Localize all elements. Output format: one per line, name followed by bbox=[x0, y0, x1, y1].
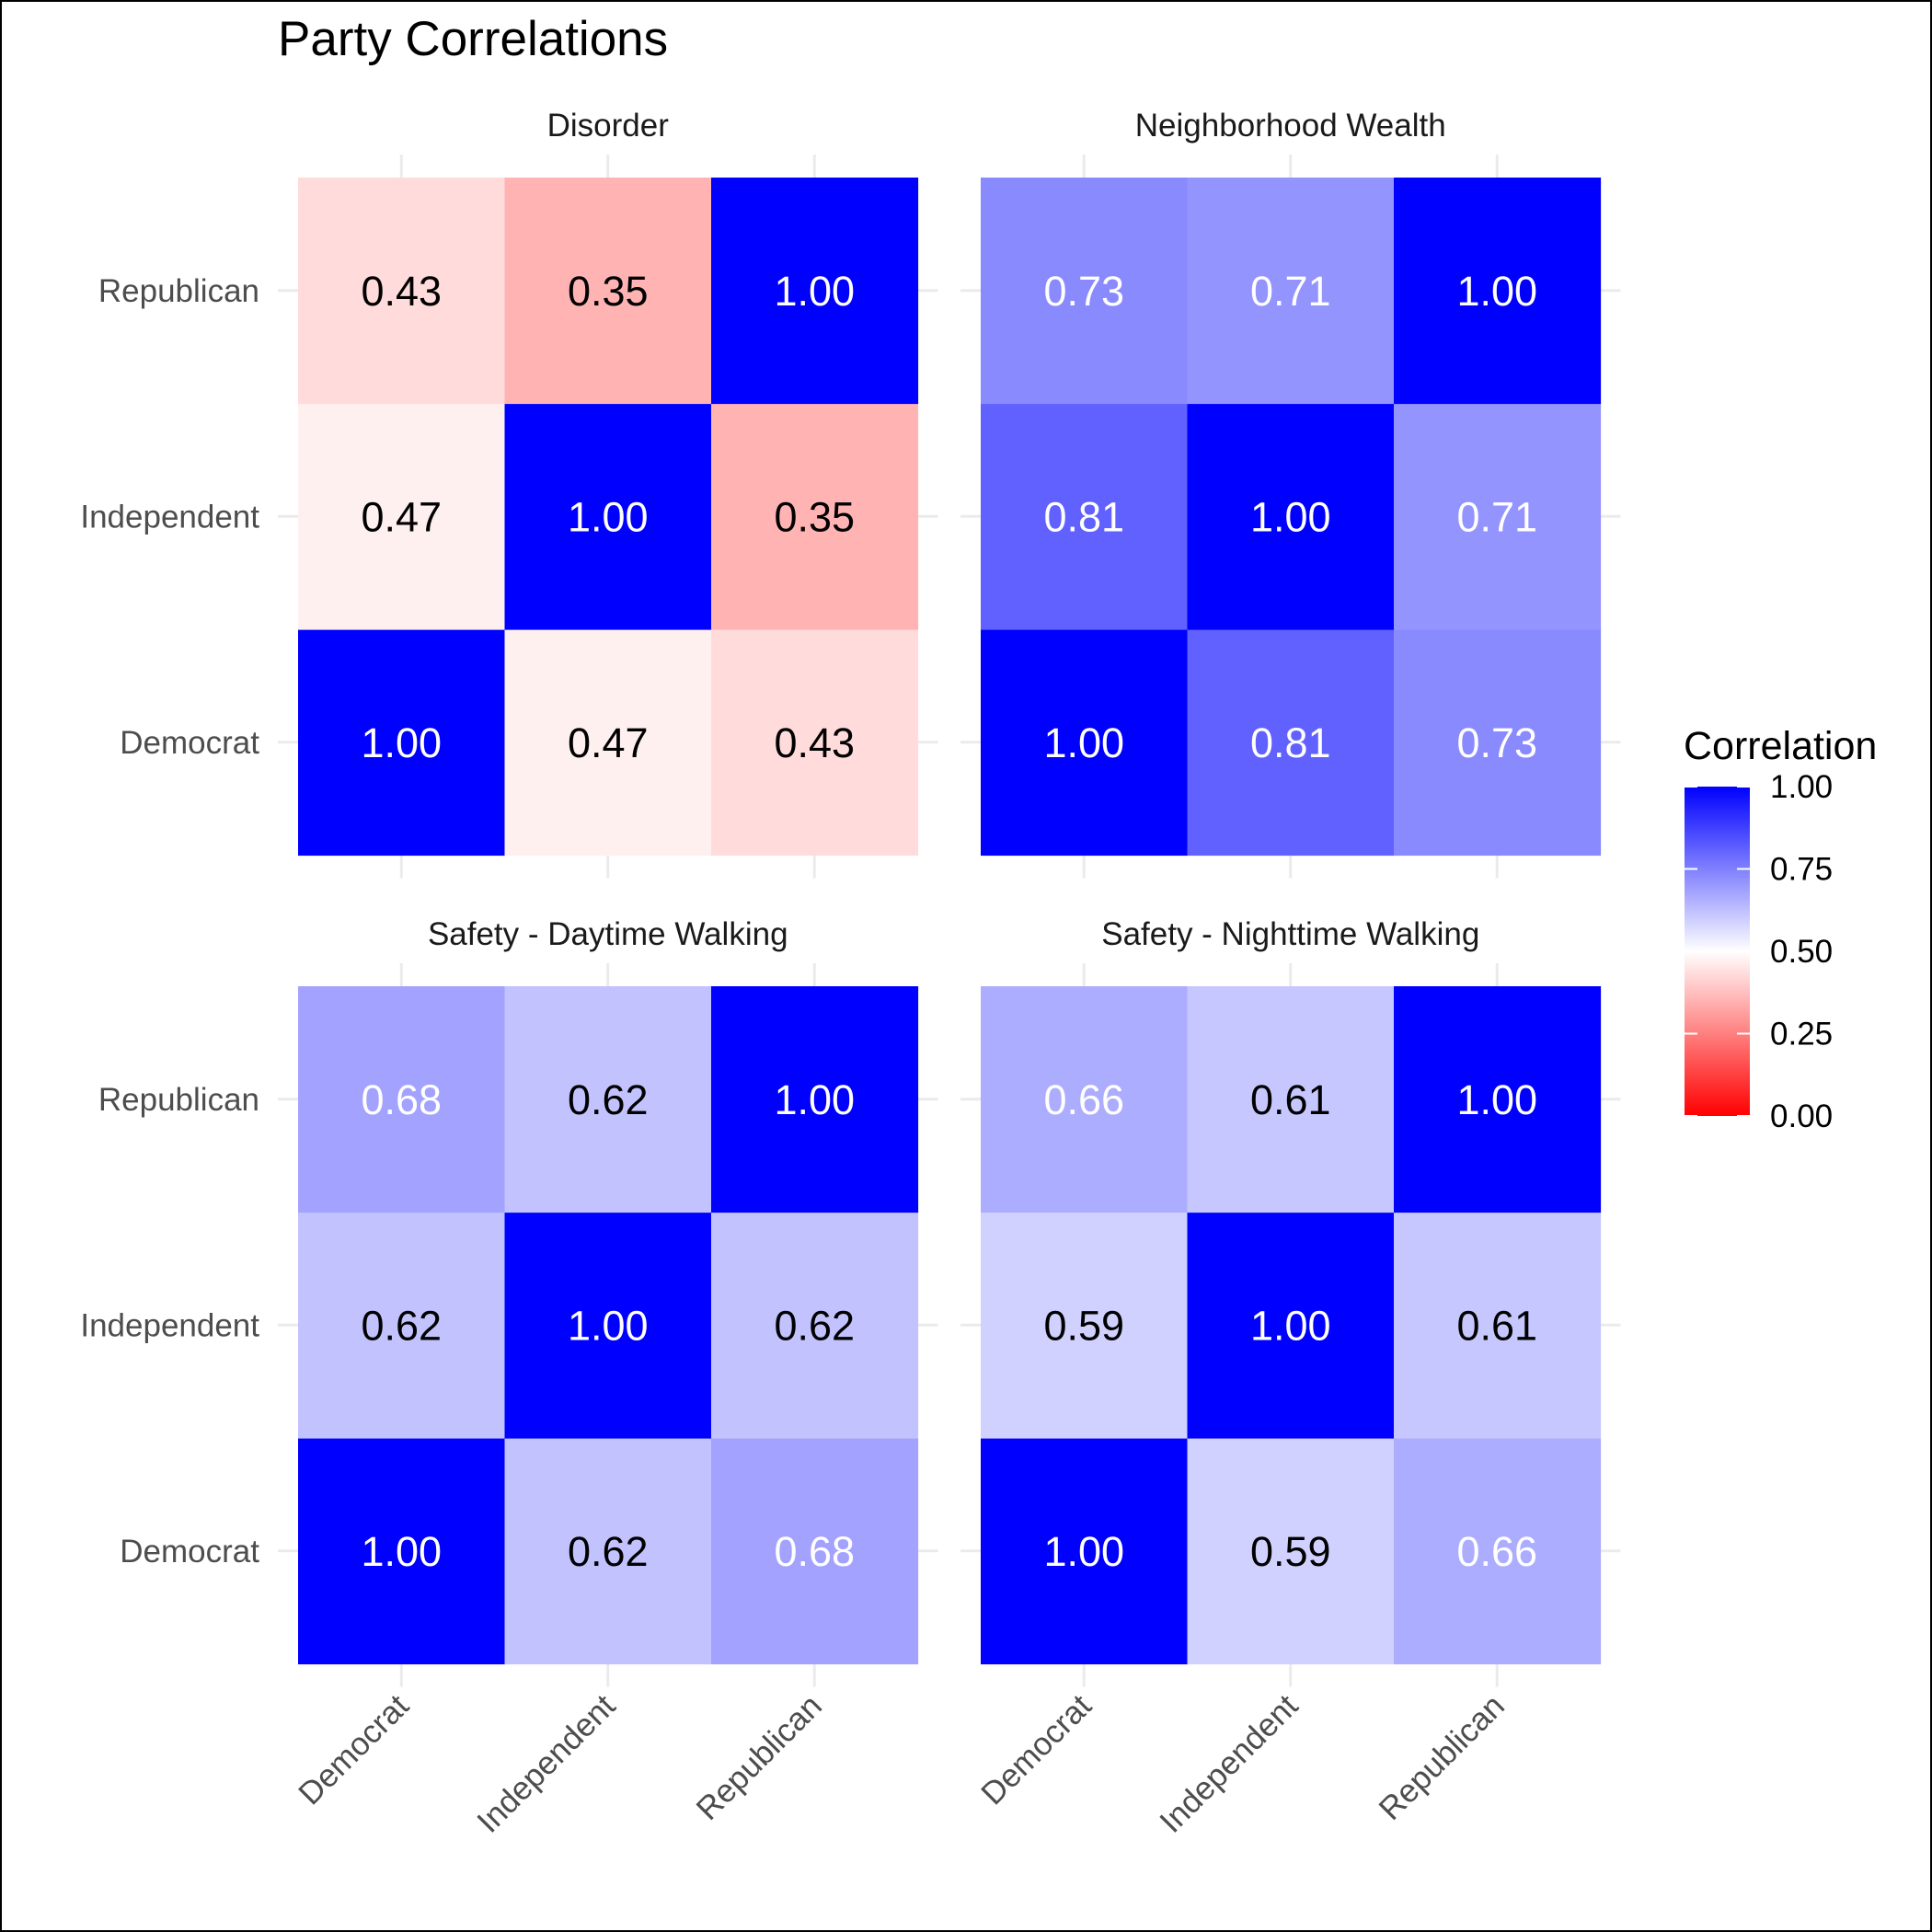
heatmap-cell bbox=[1187, 403, 1395, 630]
legend-tick-label: 0.75 bbox=[1770, 852, 1833, 888]
cell-value-label: 0.62 bbox=[361, 1302, 442, 1349]
heatmap-cell bbox=[504, 986, 712, 1213]
heatmap-cell bbox=[1394, 403, 1602, 630]
panel-1: Disorder 1.00 0.47 0.43 0.47 1.00 0.35 0.43 0.35… bbox=[80, 108, 938, 879]
y-tick-label: Democrat bbox=[120, 725, 259, 761]
panel-2: Neighborhood Wealth 1.00 0.81 0.73 0.81 1.00 0… bbox=[960, 108, 1621, 879]
heatmap-cell bbox=[711, 986, 919, 1213]
heatmap-cell bbox=[298, 629, 506, 857]
heatmap-cell bbox=[981, 178, 1189, 405]
cell-value-label: 0.81 bbox=[1043, 493, 1124, 540]
panel-title: Safety - Daytime Walking bbox=[428, 916, 788, 952]
heatmap-cell bbox=[504, 403, 712, 630]
cell-value-label: 1.00 bbox=[1456, 1076, 1537, 1123]
heatmap-cell bbox=[504, 1212, 712, 1439]
cell-value-label: 0.66 bbox=[1456, 1528, 1537, 1575]
cell-value-label: 1.00 bbox=[361, 719, 442, 766]
heatmap-cell bbox=[1187, 986, 1395, 1213]
cell-value-label: 0.66 bbox=[1043, 1076, 1124, 1123]
cell-value-label: 0.71 bbox=[1456, 493, 1537, 540]
heatmap-cell bbox=[298, 403, 506, 630]
y-tick-label: Independent bbox=[80, 499, 259, 535]
cell-value-label: 0.73 bbox=[1043, 268, 1124, 315]
legend-ticks: 0.00 0.25 0.50 0.75 1.00 bbox=[1685, 769, 1833, 1134]
cell-value-label: 0.43 bbox=[361, 268, 442, 315]
legend-title: Correlation bbox=[1684, 724, 1877, 768]
y-tick-label: Republican bbox=[98, 273, 259, 309]
cell-value-label: 0.62 bbox=[568, 1528, 649, 1575]
heatmap-cell bbox=[1394, 178, 1602, 405]
heatmap-cell bbox=[1187, 178, 1395, 405]
panel-4: Safety - Nighttime Walking 1.00 0.59 0.66 0.… bbox=[960, 916, 1621, 1840]
cell-value-label: 0.35 bbox=[568, 268, 649, 315]
legend-tick-label: 0.25 bbox=[1770, 1017, 1833, 1052]
cell-value-label: 1.00 bbox=[1043, 719, 1124, 766]
heatmap-cell bbox=[298, 1212, 506, 1439]
cell-value-label: 1.00 bbox=[568, 493, 649, 540]
cell-value-label: 0.71 bbox=[1250, 268, 1331, 315]
cell-value-label: 0.62 bbox=[774, 1302, 855, 1349]
heatmap-cell bbox=[981, 986, 1189, 1213]
cell-value-label: 0.62 bbox=[568, 1076, 649, 1123]
heatmap-cell bbox=[1394, 1438, 1602, 1665]
heatmap-panels: Disorder 1.00 0.47 0.43 0.47 1.00 0.35 0.43 0.35… bbox=[80, 108, 1621, 1840]
heatmap-cell bbox=[711, 178, 919, 405]
heatmap-cell bbox=[981, 1212, 1189, 1439]
legend-tick-label: 1.00 bbox=[1770, 769, 1833, 805]
cell-value-label: 0.47 bbox=[361, 493, 442, 540]
cell-value-label: 0.81 bbox=[1250, 719, 1331, 766]
heatmap-cell bbox=[1187, 629, 1395, 857]
y-tick-label: Democrat bbox=[120, 1534, 259, 1570]
heatmap-cell bbox=[1394, 986, 1602, 1213]
chart-title: Party Correlations bbox=[278, 12, 668, 66]
cell-value-label: 0.59 bbox=[1250, 1528, 1331, 1575]
cell-value-label: 0.61 bbox=[1250, 1076, 1331, 1123]
heatmap-cell bbox=[298, 1438, 506, 1665]
cell-value-label: 1.00 bbox=[1250, 493, 1331, 540]
cell-value-label: 1.00 bbox=[774, 1076, 855, 1123]
y-tick-label: Republican bbox=[98, 1082, 259, 1118]
cell-value-label: 0.61 bbox=[1456, 1302, 1537, 1349]
cell-value-label: 0.35 bbox=[774, 493, 855, 540]
heatmap-cell bbox=[711, 403, 919, 630]
heatmap-cell bbox=[504, 1438, 712, 1665]
legend-tick-label: 0.50 bbox=[1770, 934, 1833, 970]
cell-value-label: 0.43 bbox=[774, 719, 855, 766]
heatmap-cell bbox=[504, 629, 712, 857]
panel-title: Neighborhood Wealth bbox=[1135, 108, 1446, 144]
cell-value-label: 1.00 bbox=[568, 1302, 649, 1349]
cell-value-label: 1.00 bbox=[1250, 1302, 1331, 1349]
heatmap-cell bbox=[1187, 1438, 1395, 1665]
panel-title: Safety - Nighttime Walking bbox=[1101, 916, 1479, 952]
color-legend: Correlation 0.00 0.25 0.50 0.75 1.00 bbox=[1684, 724, 1877, 1134]
cell-value-label: 0.68 bbox=[361, 1076, 442, 1123]
heatmap-cell bbox=[981, 1438, 1189, 1665]
heatmap-cell bbox=[1187, 1212, 1395, 1439]
heatmap-cell bbox=[1394, 1212, 1602, 1439]
cell-value-label: 0.73 bbox=[1456, 719, 1537, 766]
cell-value-label: 0.59 bbox=[1043, 1302, 1124, 1349]
heatmap-cell bbox=[711, 629, 919, 857]
heatmap-cell bbox=[711, 1212, 919, 1439]
panel-title: Disorder bbox=[547, 108, 670, 144]
heatmap-cell bbox=[298, 986, 506, 1213]
heatmap-cell bbox=[981, 629, 1189, 857]
heatmap-cell bbox=[504, 178, 712, 405]
cell-value-label: 1.00 bbox=[361, 1528, 442, 1575]
heatmap-cell bbox=[1394, 629, 1602, 857]
cell-value-label: 1.00 bbox=[1456, 268, 1537, 315]
cell-value-label: 1.00 bbox=[1043, 1528, 1124, 1575]
heatmap-cell bbox=[298, 178, 506, 405]
cell-value-label: 0.68 bbox=[774, 1528, 855, 1575]
cell-value-label: 1.00 bbox=[774, 268, 855, 315]
y-tick-label: Independent bbox=[80, 1307, 259, 1343]
legend-tick-label: 0.00 bbox=[1770, 1098, 1833, 1134]
cell-value-label: 0.47 bbox=[568, 719, 649, 766]
heatmap-cell bbox=[711, 1438, 919, 1665]
heatmap-cell bbox=[981, 403, 1189, 630]
